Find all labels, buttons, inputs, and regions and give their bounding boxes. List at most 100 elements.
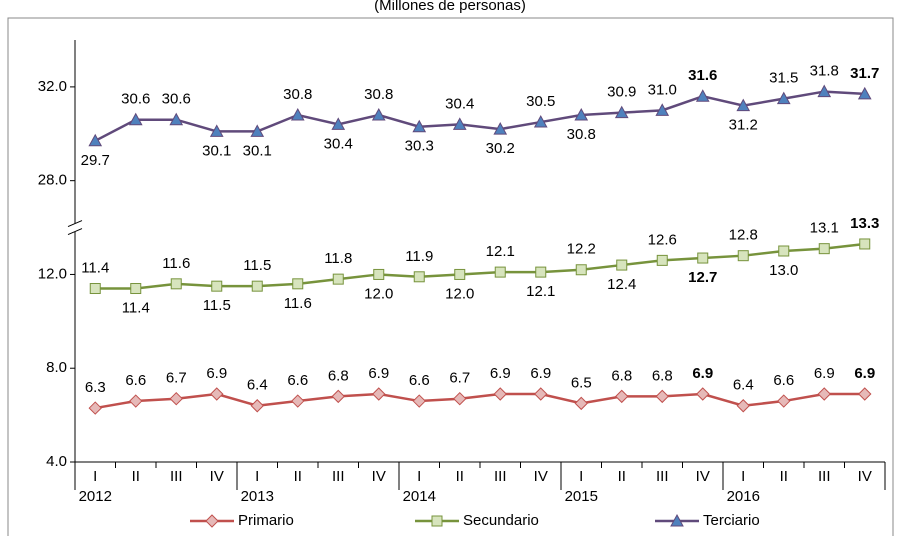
marker [250,124,265,137]
x-tick-label: IV [696,468,710,485]
marker [412,394,426,408]
legend-label: Secundario [463,512,539,529]
marker [88,401,102,415]
legend-label: Terciario [703,512,760,529]
data-label: 31.8 [810,63,839,80]
x-tick-label: I [417,468,421,485]
marker [209,124,224,137]
marker [331,389,345,404]
marker [210,387,224,401]
marker [858,387,872,401]
x-tick-label: II [132,468,140,485]
data-label: 12.2 [567,241,596,258]
legend-marker [431,515,443,527]
data-label: 6.3 [85,379,106,396]
data-label: 6.9 [692,365,713,382]
data-label: 31.7 [850,65,879,82]
marker [736,98,751,112]
marker [493,387,507,401]
marker [818,243,830,255]
data-label: 30.6 [121,91,150,108]
marker [535,266,547,278]
y-tick-label: 12.0 [38,265,67,282]
year-label: 2016 [727,488,760,505]
axis-break [67,220,83,228]
year-label: 2015 [565,488,598,505]
data-label: 6.7 [449,370,470,387]
data-label: 30.4 [324,135,353,152]
marker [130,283,142,295]
legend-marker [670,513,684,527]
data-label: 6.9 [490,365,511,382]
x-tick-label: III [494,468,507,485]
data-label: 13.1 [810,220,839,237]
x-tick-label: IV [534,468,548,485]
data-label: 6.9 [814,365,835,382]
marker [574,396,588,411]
data-label: 6.6 [773,372,794,389]
marker [371,107,386,121]
marker [129,394,143,408]
marker [817,84,832,98]
data-label: 29.7 [81,152,110,169]
x-tick-label: I [255,468,259,485]
data-label: 30.6 [162,91,191,108]
y-tick-label: 32.0 [38,78,67,95]
data-label: 30.9 [607,84,636,101]
data-label: 12.0 [445,285,474,302]
x-tick-label: III [332,468,345,485]
data-label: 12.8 [729,227,758,244]
marker [290,107,305,121]
marker [453,391,467,406]
marker [89,283,101,295]
marker [452,117,467,130]
marker [211,280,223,292]
data-label: 6.8 [652,367,673,384]
data-label: 12.4 [607,276,636,293]
data-label: 30.1 [243,142,272,159]
marker [291,394,305,408]
data-label: 6.4 [247,377,268,394]
marker [776,91,791,105]
marker [778,245,790,257]
marker [454,268,466,280]
data-label: 12.1 [526,283,555,300]
marker [169,112,184,126]
legend-label: Primario [238,512,294,529]
data-label: 30.2 [486,140,515,157]
marker [616,259,628,271]
data-label: 30.5 [526,93,555,110]
year-label: 2013 [241,488,274,505]
marker [696,387,710,401]
data-label: 30.4 [445,95,474,112]
data-label: 11.9 [405,248,433,265]
axis-break [67,228,83,236]
data-label: 31.2 [729,117,758,134]
y-tick-label: 8.0 [46,359,67,376]
data-label: 6.9 [368,365,389,382]
year-label: 2014 [403,488,436,505]
data-label: 12.6 [648,231,677,248]
data-label: 6.8 [611,367,632,384]
data-label: 30.8 [364,86,393,103]
data-label: 6.6 [125,372,146,389]
marker [88,133,103,147]
series-line [94,90,865,142]
data-label: 6.9 [206,365,227,382]
data-label: 30.8 [567,126,596,143]
chart-frame [7,17,894,536]
data-label: 30.3 [405,138,434,155]
x-tick-label: I [93,468,97,485]
marker [373,268,385,280]
data-label: 13.3 [850,215,879,232]
data-label: 11.6 [162,255,190,272]
marker [169,391,183,406]
x-tick-label: III [656,468,669,485]
data-label: 6.5 [571,374,592,391]
marker [331,117,346,130]
marker [250,399,264,413]
data-label: 11.4 [122,299,150,316]
x-tick-label: II [456,468,464,485]
marker [332,273,344,285]
